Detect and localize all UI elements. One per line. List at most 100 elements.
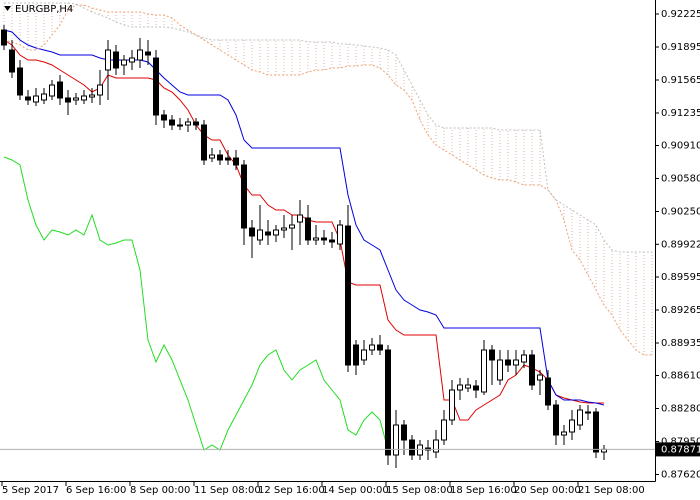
candle-body [177,124,183,127]
candle-body [369,344,375,351]
y-tick-label: 0.89595 [661,272,700,283]
candle-body [241,164,247,229]
candle-body [9,49,15,73]
candle-body [217,154,223,161]
candle-body [569,419,575,433]
y-tick-label: 0.91565 [661,75,700,86]
candle-body [337,224,343,245]
y-tick-label: 0.87950 [661,437,700,448]
y-tick-label: 0.87620 [661,470,700,481]
candle-body [553,404,559,436]
candle-body [441,419,447,441]
y-tick-label: 0.88280 [661,404,700,415]
candle-body [65,97,71,103]
candle-body [257,229,263,241]
candle-body [385,349,391,456]
candle-body [313,237,319,241]
y-tick-label: 0.90250 [661,207,700,218]
y-tick-label: 0.90580 [661,174,700,185]
y-tick-label: 0.91895 [661,42,700,53]
symbol-menu-arrow[interactable] [4,6,11,11]
candle-body [473,385,479,391]
indicator-line [3,4,652,356]
candle-body [401,424,407,441]
candle-body [409,439,415,456]
last-price-label: 0.87871 [661,444,700,455]
indicator-line [3,39,604,421]
x-tick-label: 18 Sep 16:00 [450,485,517,496]
indicator-line [4,2,652,253]
candle-body [513,359,519,366]
candle-body [1,29,7,46]
candle-body [353,344,359,366]
candle-body [193,121,199,126]
candle-body [121,59,127,66]
x-tick-label: 11 Sep 08:00 [194,485,261,496]
candle-body [377,344,383,351]
candle-body [201,124,207,161]
x-tick-label: 12 Sep 16:00 [258,485,325,496]
y-tick-label: 0.90910 [661,141,700,152]
candle-body [73,97,79,101]
x-tick-label: 5 Sep 2017 [2,485,59,496]
candle-body [289,224,295,229]
x-tick-label: 21 Sep 08:00 [578,485,645,496]
candle-body [297,214,303,223]
candle-body [25,96,31,101]
y-tick-label: 0.89265 [661,305,700,316]
candle-body [153,57,159,116]
candle-body [393,424,399,456]
candle-body [113,51,119,69]
candle-body [593,411,599,453]
candle-body [145,51,151,56]
candle-body [97,84,103,96]
candle-body [33,95,39,103]
indicator-line [3,156,389,451]
candle-body [505,359,511,366]
candle-body [465,384,471,389]
candle-body [17,67,23,96]
x-tick-label: 15 Sep 08:00 [386,485,453,496]
chart-title: EURGBP,H4 [15,4,73,15]
candle-body [137,49,143,61]
candle-body [417,444,423,456]
candle-body [81,95,87,101]
candle-body [433,439,439,453]
candle-body [577,409,583,426]
candle-body [57,81,63,99]
candle-body [225,157,231,161]
candle-body [161,114,167,121]
candle-body [169,119,175,126]
candle-body [537,374,543,381]
candle-body [41,93,47,101]
candle-body [457,384,463,391]
candle-body [561,431,567,436]
x-tick-label: 14 Sep 00:00 [322,485,389,496]
candle-body [185,121,191,126]
candle-body [545,377,551,406]
x-tick-label: 8 Sep 00:00 [130,485,190,496]
y-tick-label: 0.91235 [661,108,700,119]
candle-body [585,411,591,414]
candle-body [489,349,495,361]
y-tick-label: 0.92225 [661,9,700,20]
candle-body [481,349,487,393]
candle-body [249,227,255,237]
last-price-box [656,442,700,457]
indicator-line [3,29,605,406]
candle-body [449,389,455,421]
candle-body [273,229,279,236]
candle-body [321,237,327,241]
x-tick-label: 20 Sep 00:00 [514,485,581,496]
y-tick-label: 0.88610 [661,371,700,382]
candle-body [233,157,239,166]
candle-body [521,354,527,363]
candle-body [329,239,335,243]
candle-body [89,94,95,98]
x-tick-label: 6 Sep 16:00 [66,485,126,496]
candle-body [345,225,351,366]
candle-body [529,354,535,386]
candle-body [265,231,271,236]
